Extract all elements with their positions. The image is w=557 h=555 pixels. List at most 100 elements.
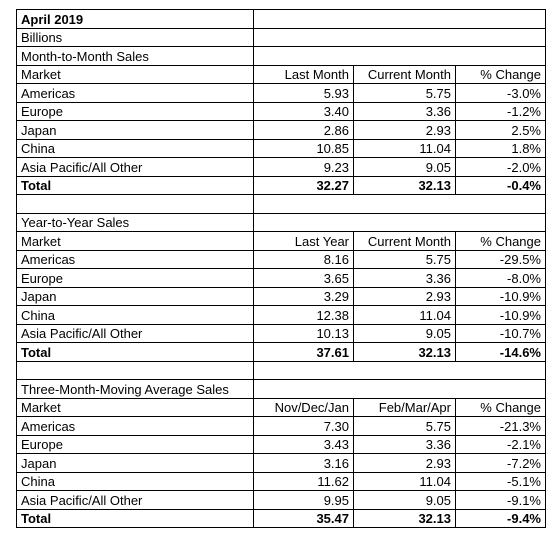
percent-change: -1.2% [455,101,546,121]
column-header: Current Month [353,64,456,84]
table-row: Americas 5.93 5.75 -3.0% [16,83,546,103]
section-title: Month-to-Month Sales [16,46,254,66]
sales-value: 5.75 [353,83,456,103]
sales-value: 3.29 [253,286,354,306]
market-name: Americas [16,416,254,436]
total-label: Total [16,342,254,362]
blank-cell [253,27,546,47]
sales-value: 11.04 [353,471,456,491]
header-unit-row: Billions [16,27,546,47]
percent-change: -29.5% [455,249,546,269]
sales-value: 9.95 [253,490,354,510]
percent-change: -10.7% [455,323,546,343]
percent-change: -2.0% [455,157,546,177]
sales-value: 12.38 [253,305,354,325]
percent-change: -9.1% [455,490,546,510]
blank-cell [253,46,546,66]
percent-change: -10.9% [455,286,546,306]
sales-table: April 2019 Billions Month-to-Month Sales Ma… [16,9,546,528]
total-value: 37.61 [253,342,354,362]
column-header-row: Market Last Month Current Month% Change [16,64,546,84]
column-header-row: Market Nov/Dec/Jan Feb/Mar/Apr% Change [16,397,546,417]
section-title-row: Month-to-Month Sales [16,46,546,66]
blank-cell [253,9,546,29]
total-value: 32.13 [353,175,456,195]
section-title: Year-to-Year Sales [16,212,254,232]
market-name: Japan [16,120,254,140]
sales-value: 11.04 [353,305,456,325]
market-name: China [16,305,254,325]
percent-change: -7.2% [455,453,546,473]
percent-change: -3.0% [455,83,546,103]
column-header: Current Month [353,231,456,251]
column-header: Last Month [253,64,354,84]
column-header: Feb/Mar/Apr [353,397,456,417]
section-title-row: Three-Month-Moving Average Sales [16,379,546,399]
table-row: Europe 3.40 3.36 -1.2% [16,101,546,121]
section-title: Three-Month-Moving Average Sales [16,379,254,399]
sales-value: 2.86 [253,120,354,140]
table-row: China 11.62 11.04 -5.1% [16,471,546,491]
table-row: Japan 2.86 2.93 2.5% [16,120,546,140]
blank-cell [253,194,546,214]
percent-change: -21.3% [455,416,546,436]
blank-cell [16,194,254,214]
sales-value: 8.16 [253,249,354,269]
market-name: Europe [16,268,254,288]
sales-value: 3.65 [253,268,354,288]
sales-value: 11.62 [253,471,354,491]
column-header: Last Year [253,231,354,251]
sales-value: 9.23 [253,157,354,177]
blank-cell [253,212,546,232]
table-row: Europe 3.65 3.36 -8.0% [16,268,546,288]
total-row: Total 35.47 32.13 -9.4% [16,508,546,528]
sales-value: 3.36 [353,434,456,454]
total-percent-change: -9.4% [455,508,546,528]
market-name: Americas [16,249,254,269]
total-value: 32.13 [353,342,456,362]
column-header: % Change [455,397,546,417]
total-percent-change: -14.6% [455,342,546,362]
column-header-market: Market [16,397,254,417]
table-row: China 10.85 11.04 1.8% [16,138,546,158]
table-row: Asia Pacific/All Other 10.13 9.05 -10.7% [16,323,546,343]
sales-value: 3.43 [253,434,354,454]
total-percent-change: -0.4% [455,175,546,195]
column-header: % Change [455,64,546,84]
spacer-row [16,360,546,380]
report-date: April 2019 [16,9,254,29]
unit-label: Billions [16,27,254,47]
column-header-row: Market Last Year Current Month% Change [16,231,546,251]
sales-value: 9.05 [353,490,456,510]
percent-change: 1.8% [455,138,546,158]
total-label: Total [16,508,254,528]
spacer-row [16,194,546,214]
total-label: Total [16,175,254,195]
percent-change: -2.1% [455,434,546,454]
table-row: Asia Pacific/All Other 9.95 9.05 -9.1% [16,490,546,510]
total-value: 32.27 [253,175,354,195]
market-name: Americas [16,83,254,103]
table-row: Japan 3.29 2.93 -10.9% [16,286,546,306]
section-title-row: Year-to-Year Sales [16,212,546,232]
table-row: Americas 8.16 5.75 -29.5% [16,249,546,269]
sales-value: 3.40 [253,101,354,121]
sales-value: 10.85 [253,138,354,158]
sales-value: 5.75 [353,416,456,436]
percent-change: -10.9% [455,305,546,325]
column-header: Nov/Dec/Jan [253,397,354,417]
table-row: Japan 3.16 2.93 -7.2% [16,453,546,473]
sales-value: 7.30 [253,416,354,436]
sales-value: 11.04 [353,138,456,158]
sales-value: 3.16 [253,453,354,473]
market-name: Asia Pacific/All Other [16,323,254,343]
market-name: Asia Pacific/All Other [16,157,254,177]
percent-change: 2.5% [455,120,546,140]
sales-value: 2.93 [353,453,456,473]
sales-value: 3.36 [353,101,456,121]
total-value: 32.13 [353,508,456,528]
blank-cell [253,360,546,380]
column-header-market: Market [16,64,254,84]
sales-value: 5.93 [253,83,354,103]
sales-value: 2.93 [353,120,456,140]
